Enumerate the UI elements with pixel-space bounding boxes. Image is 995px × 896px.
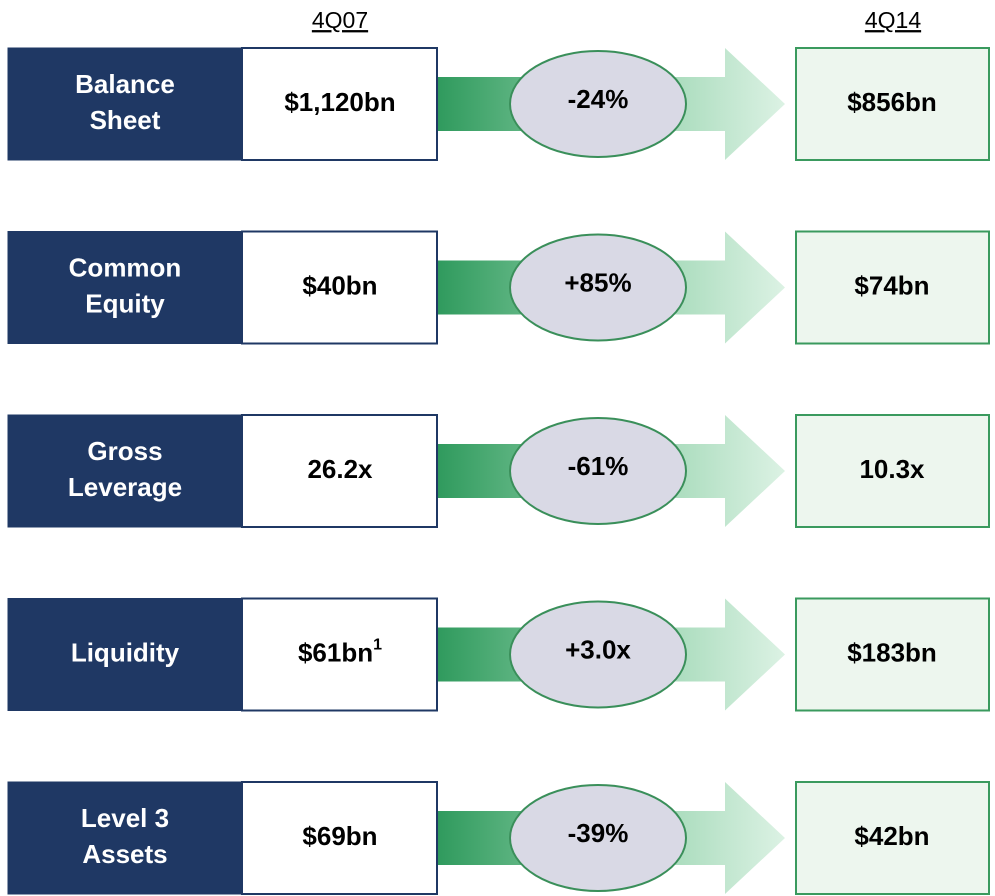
change-oval [509,417,687,525]
change-oval [509,600,687,709]
change-oval [509,233,687,342]
change-value: +3.0x [565,634,631,664]
label-box [7,598,243,711]
change-value: -39% [568,818,629,848]
to-value: $42bn [854,821,929,851]
from-value: $61bn1 [298,637,382,668]
change-oval [509,50,687,158]
change-value: -24% [568,84,629,114]
row-label: Balance [75,69,175,99]
row-label: Gross [87,436,162,466]
header-to: 4Q14 [865,7,921,33]
from-value: $69bn [302,821,377,851]
from-box [241,781,438,895]
from-value: $1,120bn [284,87,395,117]
to-box [795,47,990,161]
change-value: +85% [564,267,631,297]
label-box [7,414,243,528]
label-box [7,781,243,895]
from-value: $40bn [302,270,377,300]
to-box [795,414,990,528]
change-oval [509,784,687,892]
row-label: Common [69,252,182,282]
to-value: $856bn [847,87,937,117]
to-box [795,781,990,895]
from-value: 26.2x [307,454,373,484]
row-label: Leverage [68,472,182,502]
row-label: Assets [82,839,167,869]
to-value: 10.3x [859,454,925,484]
to-box [795,230,990,345]
header-from: 4Q07 [312,7,368,33]
from-value-text: $1,120bn [284,87,395,117]
from-value-text: $69bn [302,821,377,851]
row-label: Sheet [90,105,161,135]
label-box [7,231,243,344]
to-box [795,597,990,712]
row-label: Equity [85,288,165,318]
from-box [241,414,438,528]
from-value-text: 26.2x [307,454,373,484]
from-box [241,230,438,345]
row-label: Liquidity [71,637,180,667]
from-value-text: $61bn [298,637,373,667]
change-value: -61% [568,451,629,481]
from-box [241,47,438,161]
to-value: $183bn [847,637,937,667]
footnote-mark: 1 [373,637,382,654]
to-value: $74bn [854,270,929,300]
from-box [241,597,438,712]
row-label: Level 3 [81,803,169,833]
label-box [7,47,243,161]
from-value-text: $40bn [302,270,377,300]
